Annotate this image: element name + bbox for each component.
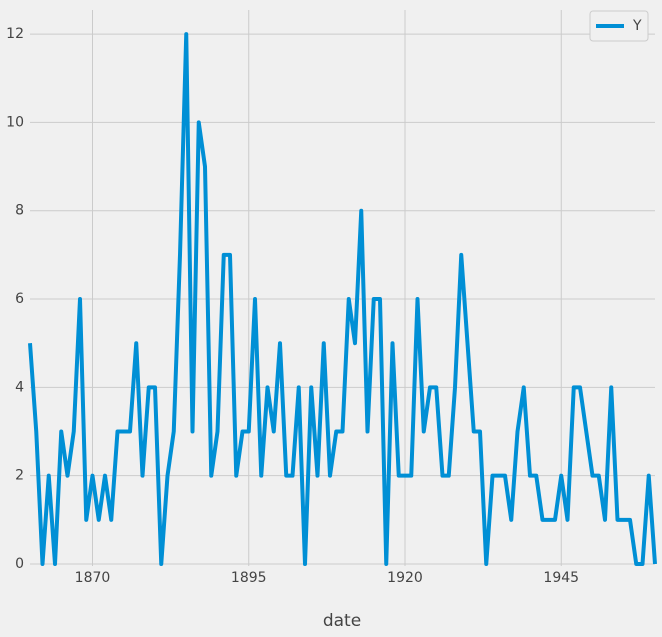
x-axis-label: date	[323, 611, 361, 631]
x-tick-label: 1895	[231, 570, 267, 586]
y-tick-label: 10	[6, 114, 24, 130]
y-tick-label: 2	[15, 468, 24, 484]
y-tick-label: 6	[15, 291, 24, 307]
y-tick-label: 12	[6, 26, 24, 42]
y-tick-label: 4	[15, 379, 24, 395]
legend-label: Y	[632, 18, 642, 34]
x-tick-label: 1920	[387, 570, 423, 586]
y-tick-label: 8	[15, 203, 24, 219]
line	[28, 32, 657, 566]
y-tick-label: 0	[15, 556, 24, 572]
x-tick-label: 1870	[75, 570, 111, 586]
x-tick-label: 1945	[543, 570, 579, 586]
